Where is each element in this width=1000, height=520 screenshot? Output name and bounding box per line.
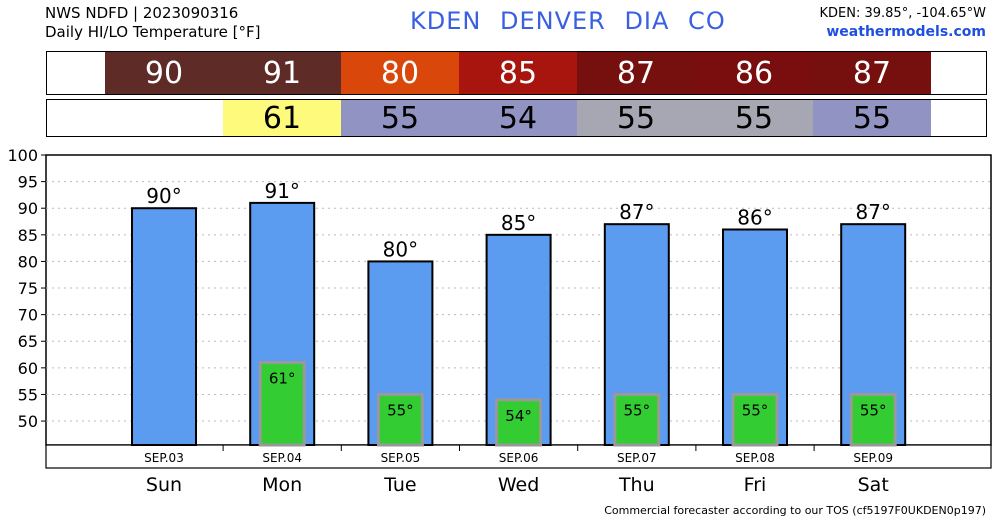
lo-temp-cell: 55 xyxy=(341,100,459,136)
lo-temp-row: 61 55 54 55 55 55 xyxy=(46,99,987,137)
hi-temp-label: 86° xyxy=(737,205,772,229)
weekday-label: Thu xyxy=(618,474,655,496)
lo-temp-label: 55° xyxy=(742,401,769,419)
chart-subtitle: Daily HI/LO Temperature [°F] xyxy=(45,23,261,41)
weekday-label: Tue xyxy=(383,474,416,496)
lo-temp-cell: 55 xyxy=(813,100,931,136)
date-label: SEP.08 xyxy=(735,451,775,465)
weekday-label: Fri xyxy=(744,474,767,496)
y-tick-label: 75 xyxy=(18,279,38,298)
hi-temp-cell: 80 xyxy=(341,52,459,94)
hi-temp-cell: 87 xyxy=(577,52,695,94)
source-label: NWS NDFD | 2023090316 xyxy=(45,4,239,22)
hi-temp-cell: 91 xyxy=(223,52,341,94)
date-label: SEP.06 xyxy=(499,451,539,465)
lo-temp-label: 55° xyxy=(387,401,414,419)
header-left: NWS NDFD | 2023090316 Daily HI/LO Temper… xyxy=(45,4,261,42)
hi-temp-bar xyxy=(131,207,197,446)
weekday-label: Sun xyxy=(146,474,182,496)
date-label: SEP.04 xyxy=(262,451,302,465)
lo-temp-bar xyxy=(849,392,897,447)
hi-temp-label: 85° xyxy=(501,211,536,235)
lo-temp-label: 61° xyxy=(269,370,296,388)
weekday-label: Mon xyxy=(262,474,302,496)
y-tick-label: 100 xyxy=(7,146,38,165)
date-label: SEP.07 xyxy=(617,451,657,465)
lo-temp-bar xyxy=(495,398,543,447)
lo-temp-label: 54° xyxy=(505,407,532,425)
lo-temp-bar xyxy=(613,392,661,447)
y-tick-label: 55 xyxy=(18,385,38,404)
y-tick-label: 50 xyxy=(18,412,38,431)
coords-label: KDEN: 39.85°, -104.65°W xyxy=(819,6,987,21)
y-tick-label: 60 xyxy=(18,359,38,378)
hi-temp-cell: 85 xyxy=(459,52,577,94)
header-right: KDEN: 39.85°, -104.65°W weathermodels.co… xyxy=(820,4,987,42)
lo-temp-cell: 55 xyxy=(577,100,695,136)
y-tick-label: 70 xyxy=(18,306,38,325)
weekday-label: Wed xyxy=(498,474,539,496)
hi-temp-label: 91° xyxy=(264,179,299,203)
hi-temp-label: 90° xyxy=(146,184,181,208)
lo-temp-cell xyxy=(105,100,223,136)
hi-temp-row: 90 91 80 85 87 86 87 xyxy=(46,51,987,95)
site-link[interactable]: weathermodels.com xyxy=(826,24,986,40)
lo-temp-bar xyxy=(376,392,424,447)
lo-temp-bar xyxy=(258,361,306,447)
lo-temp-cell: 55 xyxy=(695,100,813,136)
lo-temp-bar xyxy=(731,392,779,447)
lo-temp-label: 55° xyxy=(624,401,651,419)
weekday-label: Sat xyxy=(858,474,889,496)
y-tick-label: 90 xyxy=(18,199,38,218)
date-label: SEP.03 xyxy=(144,451,184,465)
y-tick-label: 80 xyxy=(18,252,38,271)
y-tick-label: 95 xyxy=(18,173,38,192)
lo-temp-cell: 61 xyxy=(223,100,341,136)
lo-temp-cell: 54 xyxy=(459,100,577,136)
hi-temp-label: 87° xyxy=(855,200,890,224)
hi-temp-label: 80° xyxy=(383,237,418,261)
hi-temp-cell: 90 xyxy=(105,52,223,94)
station-title: KDEN DENVER DIA CO xyxy=(410,7,726,35)
date-label: SEP.09 xyxy=(853,451,893,465)
lo-temp-label: 55° xyxy=(860,401,887,419)
y-tick-label: 85 xyxy=(18,226,38,245)
y-tick-label: 65 xyxy=(18,332,38,351)
hi-temp-cell: 87 xyxy=(813,52,931,94)
footer-note: Commercial forecaster according to our T… xyxy=(604,504,986,517)
hi-temp-label: 87° xyxy=(619,200,654,224)
hi-temp-cell: 86 xyxy=(695,52,813,94)
date-label: SEP.05 xyxy=(381,451,421,465)
